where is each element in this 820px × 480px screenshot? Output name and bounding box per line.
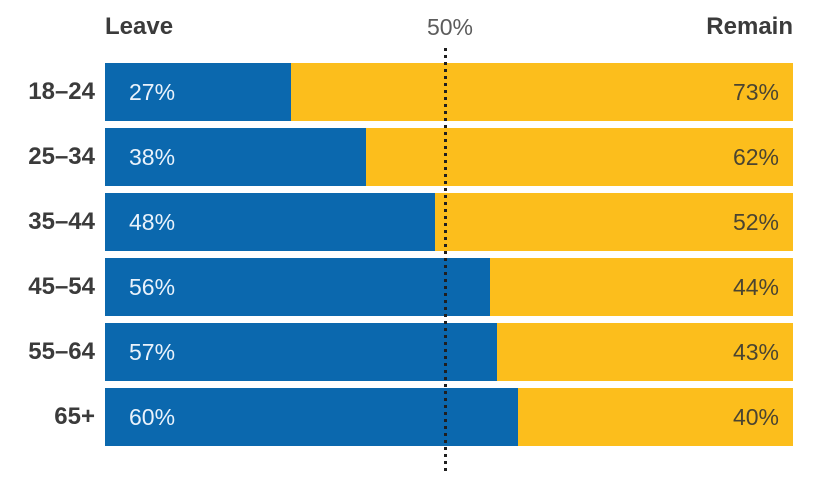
reference-line-label: 50% (426, 14, 474, 40)
chart-row: 25–34 38% 62% (0, 128, 793, 186)
remain-value-label: 73% (732, 78, 779, 105)
leave-bar-segment: 27% (105, 63, 291, 121)
leave-bar-segment: 60% (105, 388, 518, 446)
age-group-label: 55–64 (28, 338, 95, 365)
chart-row: 65+ 60% 40% (0, 388, 793, 446)
bar-track: 60% 40% (105, 388, 793, 446)
bar-track: 27% 73% (105, 63, 793, 121)
bar-track: 48% 52% (105, 193, 793, 251)
leave-value-label: 56% (129, 273, 176, 300)
leave-bar-segment: 48% (105, 193, 436, 251)
age-group-label: 35–44 (28, 208, 95, 235)
fifty-percent-dotted-line (444, 48, 447, 472)
leave-bar-segment: 56% (105, 258, 491, 316)
remain-value-label: 43% (732, 338, 779, 365)
leave-value-label: 60% (129, 403, 176, 430)
remain-value-label: 52% (732, 208, 779, 235)
age-group-label: 25–34 (28, 143, 95, 170)
bar-track: 56% 44% (105, 258, 793, 316)
chart-row: 18–24 27% 73% (0, 63, 793, 121)
leave-bar-segment: 57% (105, 323, 498, 381)
chart-row: 55–64 57% 43% (0, 323, 793, 381)
remain-bar-segment: 52% (435, 193, 793, 251)
leave-value-label: 57% (129, 338, 176, 365)
remain-value-label: 62% (732, 143, 779, 170)
remain-bar-segment: 62% (366, 128, 793, 186)
leave-bar-segment: 38% (105, 128, 367, 186)
remain-bar-segment: 44% (490, 258, 793, 316)
chart-row: 45–54 56% 44% (0, 258, 793, 316)
bar-track: 38% 62% (105, 128, 793, 186)
remain-bar-segment: 40% (517, 388, 793, 446)
leave-value-label: 48% (129, 208, 176, 235)
remain-value-label: 44% (732, 273, 779, 300)
legend-remain-label: Remain (706, 13, 793, 40)
bar-track: 57% 43% (105, 323, 793, 381)
leave-value-label: 38% (129, 143, 176, 170)
age-group-label: 45–54 (28, 273, 95, 300)
remain-bar-segment: 43% (497, 323, 793, 381)
age-group-label: 65+ (54, 403, 95, 430)
chart-rows: 18–24 27% 73% 25–34 38% 62% 35–44 48% 52% 45–54 56… (0, 63, 793, 453)
remain-bar-segment: 73% (290, 63, 793, 121)
chart-row: 35–44 48% 52% (0, 193, 793, 251)
legend-leave-label: Leave (105, 13, 174, 40)
age-group-label: 18–24 (28, 78, 95, 105)
remain-value-label: 40% (732, 403, 779, 430)
leave-value-label: 27% (129, 78, 176, 105)
